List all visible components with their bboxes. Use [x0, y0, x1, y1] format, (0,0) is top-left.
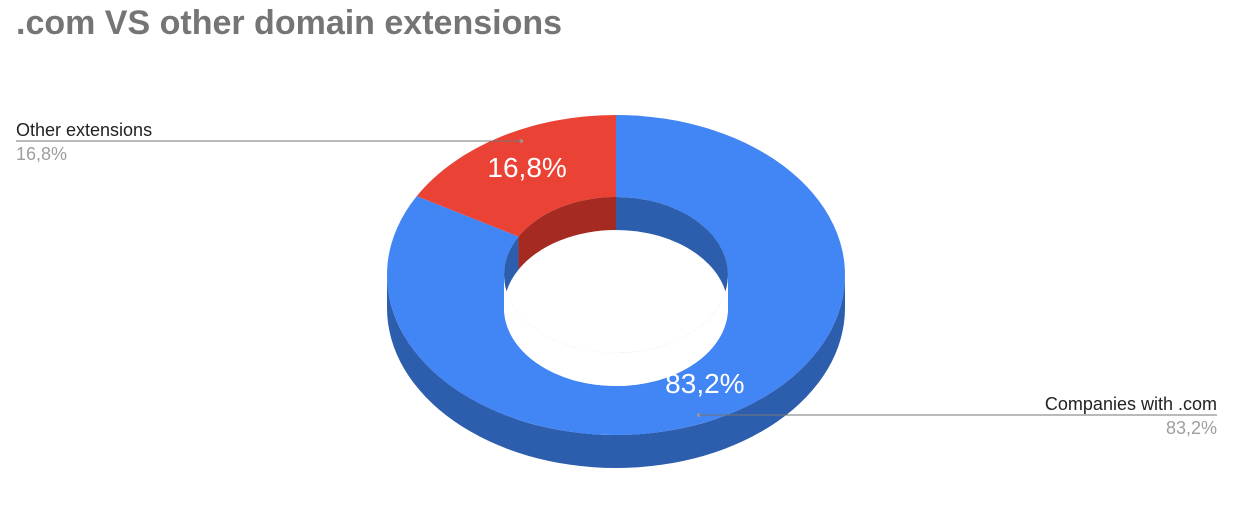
- hole-wall-companies-with-com-0: [616, 197, 728, 308]
- hole-wall-other-extensions-1: [518, 197, 616, 270]
- chart-title: .com VS other domain extensions: [16, 4, 563, 42]
- donut-hole-layer: [504, 197, 728, 386]
- legend-name-companies-with-com: Companies with .com: [1045, 394, 1217, 414]
- legend-value-companies-with-com: 83,2%: [1166, 418, 1217, 438]
- legend-name-other-extensions: Other extensions: [16, 120, 152, 140]
- hole-floor-fill: [504, 275, 728, 386]
- slice-label-other-extensions: 16,8%: [487, 152, 566, 183]
- side-companies-with-com: [387, 275, 845, 468]
- hole-wall-companies-with-com-1: [504, 236, 519, 308]
- slice-label-companies-with-com: 83,2%: [665, 368, 744, 399]
- slice-companies-with-com: [386, 115, 845, 436]
- leader-lines-layer: [16, 139, 1217, 417]
- slice-other-extensions: [416, 115, 616, 237]
- labels-layer: 83,2% Companies with .com 83,2% 16,8% Other …: [16, 120, 1217, 438]
- donut-top-layer: [386, 115, 845, 436]
- donut-side-layer: [387, 275, 845, 468]
- legend-value-other-extensions: 16,8%: [16, 144, 67, 164]
